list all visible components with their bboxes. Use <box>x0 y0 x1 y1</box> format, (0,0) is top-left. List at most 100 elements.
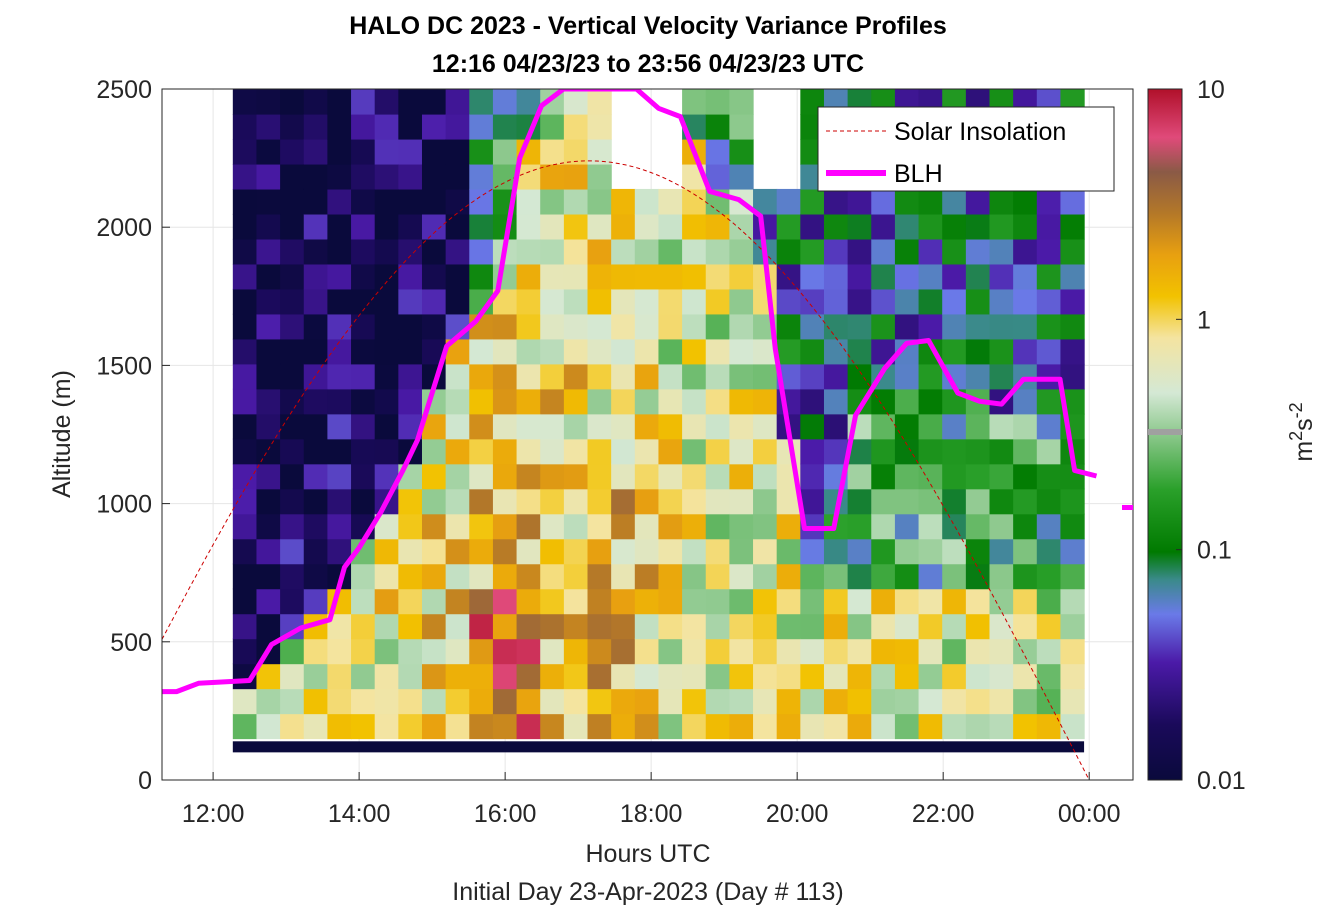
heatmap-cell <box>516 513 541 540</box>
heatmap-cell <box>1060 513 1085 540</box>
heatmap-cell <box>634 563 660 590</box>
heatmap-cell <box>1036 463 1062 490</box>
heatmap-cell <box>327 488 352 515</box>
heatmap-cell <box>256 313 281 340</box>
heatmap-cell <box>658 513 683 540</box>
heatmap-cell <box>587 413 612 440</box>
heatmap-cell <box>965 313 991 340</box>
heatmap-cell <box>705 89 730 115</box>
heatmap-cell <box>232 513 258 540</box>
heatmap-cell <box>611 488 636 515</box>
colorbar-tick-label: 1 <box>1197 306 1211 334</box>
heatmap-cell <box>682 413 707 440</box>
heatmap-cell <box>256 563 281 590</box>
heatmap-cell <box>682 663 707 690</box>
heatmap-cell <box>776 238 801 265</box>
heatmap-cell <box>611 288 636 315</box>
colorbar-label: m2s-2 <box>1286 402 1318 461</box>
heatmap-cell <box>1013 638 1038 665</box>
heatmap-cell <box>658 563 683 590</box>
heatmap-cell <box>894 563 920 590</box>
heatmap-cell <box>847 688 872 715</box>
x-axis-ticks: 12:00 14:00 16:00 18:00 20:00 22:00 00:00 <box>182 772 1120 828</box>
heatmap-cell <box>729 613 754 640</box>
heatmap-cell <box>658 663 683 690</box>
heatmap-cell <box>847 263 872 290</box>
heatmap-cell <box>800 288 825 315</box>
heatmap-cell <box>871 413 896 440</box>
colorbar-marker <box>1148 429 1182 435</box>
heatmap-cell <box>847 513 872 540</box>
heatmap-cell <box>965 413 991 440</box>
heatmap-cell <box>658 638 683 665</box>
heatmap-cell <box>492 363 518 390</box>
heatmap-cell <box>492 688 518 715</box>
heatmap-cell <box>351 588 376 615</box>
heatmap-cell <box>280 563 305 590</box>
heatmap-cell <box>611 213 636 240</box>
heatmap-cell <box>327 663 352 690</box>
blh-offscale-marker <box>1122 505 1133 510</box>
heatmap-cell <box>469 488 494 515</box>
heatmap-cell <box>351 413 376 440</box>
heatmap-cell <box>540 713 565 740</box>
heatmap-cell <box>469 138 494 165</box>
heatmap-cell <box>894 463 920 490</box>
heatmap-cell <box>280 388 305 415</box>
heatmap-cell <box>327 263 352 290</box>
heatmap-cell <box>232 363 258 390</box>
heatmap-cell <box>965 638 991 665</box>
heatmap-cell <box>682 713 707 740</box>
heatmap-cell <box>847 238 872 265</box>
heatmap-cell <box>351 263 376 290</box>
heatmap-cell <box>965 213 991 240</box>
heatmap-cell <box>587 113 612 140</box>
heatmap-cell <box>351 89 376 115</box>
heatmap-cell <box>847 488 872 515</box>
heatmap-cell <box>469 89 494 115</box>
heatmap-cell <box>492 413 518 440</box>
heatmap-cell <box>563 588 589 615</box>
heatmap-cell <box>516 338 541 365</box>
heatmap-cell <box>398 89 423 115</box>
heatmap-cell <box>421 438 447 465</box>
heatmap-cell <box>256 663 281 690</box>
heatmap-cell <box>445 538 470 565</box>
heatmap-cell <box>871 263 896 290</box>
heatmap-cell <box>682 488 707 515</box>
heatmap-cell <box>705 563 730 590</box>
heatmap-cell <box>445 89 470 115</box>
heatmap-cell <box>847 613 872 640</box>
heatmap-cell <box>256 238 281 265</box>
heatmap-cell <box>1060 713 1085 740</box>
heatmap-cell <box>776 663 801 690</box>
heatmap-cell <box>374 238 399 265</box>
y-tick-label: 0 <box>138 767 152 795</box>
heatmap-cell <box>776 513 801 540</box>
heatmap-cell <box>989 613 1014 640</box>
heatmap-cell <box>918 588 943 615</box>
heatmap-cell <box>942 513 967 540</box>
heatmap-cell <box>1036 238 1062 265</box>
heatmap-cell <box>1060 338 1085 365</box>
heatmap-cell <box>327 388 352 415</box>
heatmap-cell <box>280 138 305 165</box>
heatmap-cell <box>327 163 352 190</box>
heatmap-cell <box>871 538 896 565</box>
heatmap-cell <box>469 413 494 440</box>
heatmap-cell <box>492 89 518 115</box>
heatmap-cell <box>469 438 494 465</box>
heatmap-cell <box>540 213 565 240</box>
heatmap-cell <box>1036 363 1062 390</box>
heatmap-cell <box>658 338 683 365</box>
heatmap-cell <box>280 413 305 440</box>
heatmap-cell <box>303 89 329 115</box>
heatmap-cell <box>563 663 589 690</box>
heatmap-cell <box>658 238 683 265</box>
heatmap-cell <box>516 638 541 665</box>
heatmap-cell <box>540 663 565 690</box>
heatmap-cell <box>563 388 589 415</box>
heatmap-cell <box>729 238 754 265</box>
heatmap-cell <box>682 388 707 415</box>
heatmap-cell <box>280 538 305 565</box>
